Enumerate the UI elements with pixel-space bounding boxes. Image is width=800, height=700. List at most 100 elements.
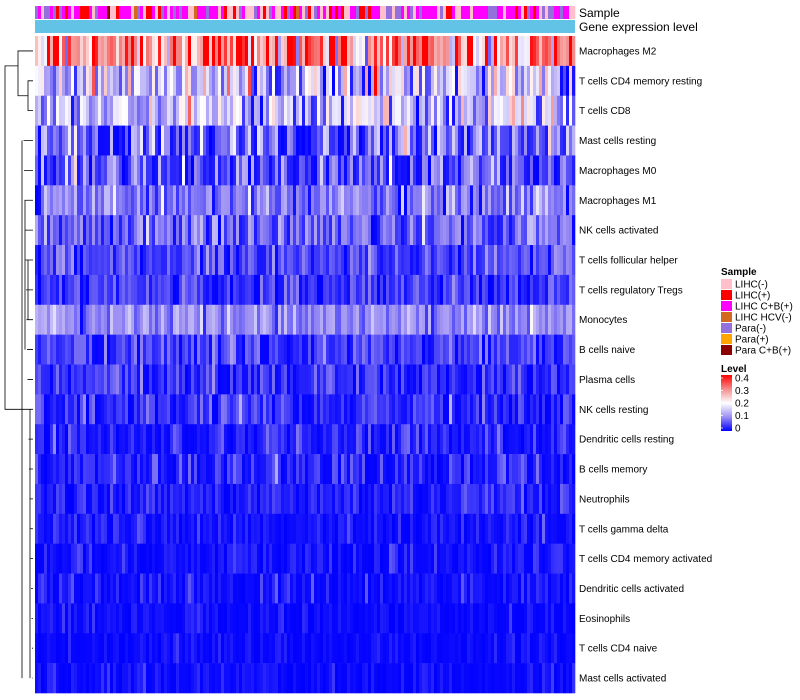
heatmap-cell <box>155 304 159 335</box>
heatmap-cell <box>53 125 57 156</box>
heatmap-cell <box>236 245 240 276</box>
heatmap-cell <box>188 603 192 634</box>
heatmap-cell <box>476 95 480 126</box>
heatmap-cell <box>146 573 150 604</box>
heatmap-cell <box>455 454 459 485</box>
heatmap-cell <box>506 543 510 574</box>
heatmap-cell <box>74 215 78 246</box>
heatmap-cell <box>524 394 528 425</box>
heatmap-cell <box>470 215 474 246</box>
heatmap-cell <box>566 424 570 455</box>
heatmap-cell <box>545 573 549 604</box>
heatmap-cell <box>302 603 306 634</box>
heatmap-cell <box>386 304 390 335</box>
heatmap-cell <box>290 155 294 186</box>
heatmap-cell <box>425 483 429 515</box>
heatmap-cell <box>545 543 549 574</box>
heatmap-cell <box>83 603 87 634</box>
heatmap-cell <box>134 394 138 425</box>
heatmap-cell <box>455 483 459 515</box>
heatmap-cell <box>149 483 153 515</box>
heatmap-cell <box>551 155 555 186</box>
heatmap-cell <box>200 245 204 276</box>
heatmap-cell <box>146 483 150 515</box>
heatmap-cell <box>422 95 426 126</box>
heatmap-cell <box>509 603 513 634</box>
heatmap-cell <box>143 513 147 544</box>
heatmap-cell <box>119 454 123 485</box>
heatmap-cell <box>353 125 357 156</box>
heatmap-cell <box>569 663 573 694</box>
sample-annotation-cell <box>86 6 90 19</box>
heatmap-cell <box>518 155 522 186</box>
heatmap-cell <box>467 364 471 395</box>
sample-annotation-cell <box>428 6 432 19</box>
sample-annotation-cell <box>467 6 471 19</box>
heatmap-cell <box>476 424 480 455</box>
heatmap-cell <box>440 155 444 186</box>
heatmap-cell <box>116 573 120 604</box>
heatmap-cell <box>524 454 528 485</box>
heatmap-row <box>35 424 576 455</box>
heatmap-cell <box>53 364 57 395</box>
heatmap-cell <box>86 274 90 306</box>
heatmap-cell <box>476 573 480 604</box>
heatmap-cell <box>125 633 129 664</box>
heatmap-cell <box>161 65 165 97</box>
heatmap-cell <box>182 454 186 485</box>
heatmap-cell <box>272 543 276 574</box>
heatmap-cell <box>110 394 114 425</box>
heatmap-cell <box>221 483 225 515</box>
heatmap-cell <box>278 185 282 216</box>
heatmap-cell <box>176 513 180 544</box>
heatmap-cell <box>221 454 225 485</box>
heatmap-cell <box>47 245 51 276</box>
sample-annotation-cell <box>161 6 165 19</box>
heatmap-cell <box>419 424 423 455</box>
heatmap-cell <box>194 95 198 126</box>
heatmap-cell <box>275 454 279 485</box>
heatmap-cell <box>479 274 483 306</box>
heatmap-cell <box>395 663 399 694</box>
heatmap-cell <box>194 245 198 276</box>
heatmap-cell <box>77 573 81 604</box>
heatmap-cell <box>155 513 159 544</box>
heatmap-cell <box>485 394 489 425</box>
heatmap-cell <box>560 95 564 126</box>
heatmap-cell <box>95 364 99 395</box>
heatmap-cell <box>497 245 501 276</box>
heatmap-cell <box>557 513 561 544</box>
heatmap-cell <box>458 603 462 634</box>
heatmap-cell <box>500 424 504 455</box>
heatmap-cell <box>248 274 252 306</box>
heatmap-cell <box>332 304 336 335</box>
heatmap-cell <box>62 513 66 544</box>
heatmap-cell <box>539 274 543 306</box>
heatmap-cell <box>515 454 519 485</box>
heatmap-cell <box>482 424 486 455</box>
heatmap-cell <box>116 334 120 365</box>
heatmap-cell <box>170 364 174 395</box>
heatmap-cell <box>113 394 117 425</box>
heatmap-cell <box>266 573 270 604</box>
heatmap-cell <box>239 663 243 694</box>
heatmap-cell <box>41 663 45 694</box>
heatmap-cell <box>416 364 420 395</box>
sample-annotation-cell <box>509 6 513 19</box>
heatmap-cell <box>449 573 453 604</box>
heatmap-cell <box>80 424 84 455</box>
sample-annotation-cell <box>554 6 558 19</box>
heatmap-cell <box>230 454 234 485</box>
sample-annotation-cell <box>461 6 465 19</box>
heatmap-cell <box>464 334 468 365</box>
heatmap-cell <box>308 95 312 126</box>
heatmap-cell <box>410 304 414 335</box>
heatmap-cell <box>41 394 45 425</box>
heatmap-cell <box>53 633 57 664</box>
heatmap-cell <box>443 454 447 485</box>
heatmap-cell <box>566 65 570 97</box>
heatmap-cell <box>539 95 543 126</box>
heatmap-cell <box>524 483 528 515</box>
heatmap-cell <box>518 215 522 246</box>
heatmap-cell <box>461 483 465 515</box>
